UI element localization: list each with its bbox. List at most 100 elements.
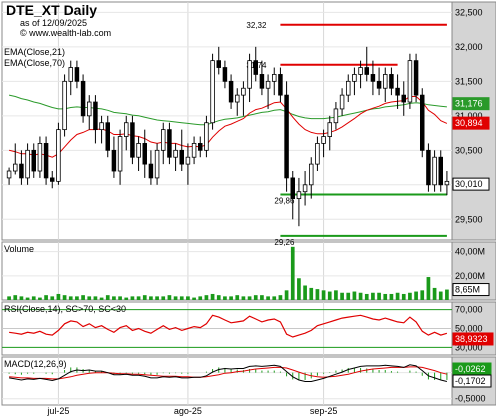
candle-body <box>327 122 332 137</box>
volume-bar <box>93 296 98 300</box>
candle-body <box>438 156 443 186</box>
volume-bar <box>352 291 357 300</box>
volume-bar <box>124 297 129 300</box>
legend-ema21: EMA(Close,21) <box>4 47 65 57</box>
rsi-y-tick: 50,000 <box>455 324 483 334</box>
volume-bar <box>346 292 351 300</box>
last-value-tag <box>452 116 490 130</box>
candle-body <box>216 60 221 68</box>
volume-bar <box>432 287 437 300</box>
candle-body <box>43 143 49 179</box>
candle-body <box>302 184 308 193</box>
volume-bar <box>216 295 221 300</box>
candle-body <box>426 149 431 186</box>
volume-bar <box>81 295 85 300</box>
rsi-y-tick: 70,000 <box>455 305 483 315</box>
volume-bar <box>149 296 153 300</box>
x-tick-label: jul-25 <box>46 406 69 416</box>
macd-last-label: -0,0262 <box>455 364 486 374</box>
volume-bar <box>358 292 363 300</box>
volume-bar <box>68 296 73 300</box>
candle-body <box>315 143 320 165</box>
volume-bar <box>192 297 196 300</box>
rsi-y-tick: 30,000 <box>455 342 483 352</box>
volume-bar <box>303 285 307 300</box>
last-value-tag <box>452 177 490 191</box>
candle-body <box>247 60 252 89</box>
volume-bar <box>99 297 104 300</box>
axis-bg-rsi <box>451 301 496 356</box>
candle-body <box>191 143 197 158</box>
volume-bar <box>118 296 122 300</box>
candle-body <box>278 74 283 96</box>
candle-body <box>413 60 419 96</box>
volume-bar <box>420 290 425 300</box>
volume-bar <box>198 296 203 300</box>
candle-body <box>68 67 74 82</box>
support-label: 29,26 <box>274 238 295 247</box>
site-credit: © www.wealth-lab.com <box>20 28 112 38</box>
candle-body <box>167 129 172 158</box>
candle-body <box>419 94 425 151</box>
volume-bar <box>19 296 24 300</box>
volume-bar <box>247 296 252 300</box>
volume-bar <box>136 296 141 300</box>
candle-body <box>321 136 326 144</box>
last-value-label: 30,894 <box>455 118 483 128</box>
candle-body <box>99 122 104 131</box>
volume-bar <box>31 296 36 300</box>
volume-bar <box>223 296 227 300</box>
macd-signal-line <box>9 366 448 380</box>
macd-y-tick: -0,5000 <box>455 394 486 404</box>
volume-bar <box>315 289 320 300</box>
candle-body <box>173 149 178 158</box>
candle-body <box>74 67 80 82</box>
candle-body <box>271 74 277 82</box>
volume-bar <box>167 295 172 300</box>
candle-body <box>62 80 67 131</box>
support-label: 29,86 <box>274 196 295 205</box>
volume-bar <box>266 296 270 300</box>
asof-date: as of 12/09/2025 <box>20 18 88 28</box>
rsi-last-label: 38,9323 <box>455 334 488 344</box>
candle-body <box>444 180 450 186</box>
candle-body <box>130 122 135 158</box>
candle-body <box>210 60 215 124</box>
candle-body <box>37 143 43 172</box>
candle-body <box>370 74 376 82</box>
volume-bar <box>371 292 375 300</box>
volume-bar <box>44 295 48 300</box>
candle-body <box>185 156 191 165</box>
ema21-line <box>8 96 448 158</box>
volume-bar <box>235 295 240 300</box>
volume-bar <box>241 296 246 300</box>
volume-bar <box>75 296 79 300</box>
volume-bar <box>87 296 92 300</box>
candle-body <box>382 74 388 89</box>
candle-body <box>228 80 234 103</box>
volume-bar <box>284 290 289 300</box>
volume-bar <box>210 293 215 300</box>
candle-body <box>12 163 18 172</box>
volume-bar <box>130 296 135 300</box>
volume-bar <box>155 296 159 300</box>
candle-body <box>160 129 166 151</box>
volume-last-tag <box>452 283 490 297</box>
candle-body <box>395 87 400 96</box>
volume-bar <box>7 296 11 300</box>
macd-line <box>9 364 448 382</box>
candle-body <box>179 149 184 165</box>
volume-bar <box>38 297 42 300</box>
volume-bar <box>389 293 394 300</box>
volume-last-label: 8,65M <box>455 285 480 295</box>
chart-subtitle: as of 12/09/2025 © www.wealth-lab.com <box>20 18 111 38</box>
candle-body <box>352 74 357 82</box>
candle-body <box>154 149 160 179</box>
candle-body <box>136 143 141 158</box>
candle-body <box>117 136 123 172</box>
macd-last-tag <box>452 374 492 388</box>
volume-bar <box>179 296 184 300</box>
volume-y-tick: 20,00M <box>455 271 485 281</box>
volume-bar <box>229 296 233 300</box>
last-value-label: 31,176 <box>455 99 483 109</box>
